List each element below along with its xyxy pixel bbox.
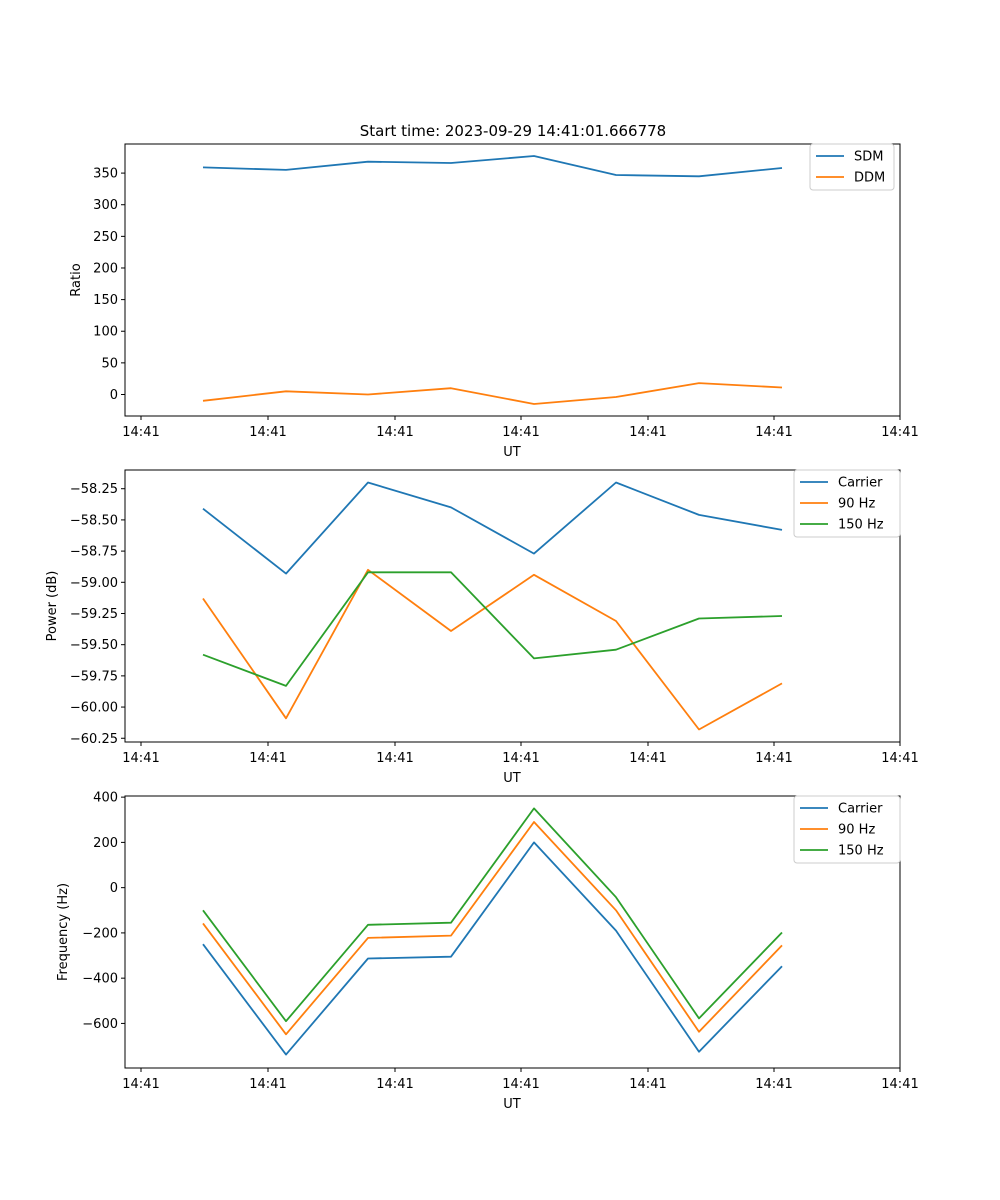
power-ytick-label: −58.75 (70, 545, 118, 560)
ratio-xtick-label: 14:41 (629, 425, 666, 440)
frequency-legend: Carrier 90 Hz 150 Hz (793, 795, 901, 864)
ratio-xtick-label: 14:41 (755, 425, 792, 440)
power-ylabel: Power (dB) (45, 571, 60, 642)
frequency-xtick-label: 14:41 (122, 1077, 159, 1092)
power-ytick-label: −58.25 (70, 482, 118, 497)
power-ytick-label: −59.25 (70, 607, 118, 622)
frequency-xtick-label: 14:41 (502, 1077, 539, 1092)
power-legend-box (793, 469, 901, 538)
frequency-series-layer (202, 807, 783, 1056)
power-y-ticks: −60.25 −60.00 −59.75 −59.50 −59.25 −59.00 −58.… (70, 482, 125, 747)
power-xtick-label: 14:41 (249, 751, 286, 766)
frequency-xtick-label: 14:41 (881, 1077, 918, 1092)
frequency-series-150-hz (202, 807, 783, 1023)
power-plot-frame (124, 469, 901, 743)
power-ytick-label: −59.75 (70, 669, 118, 684)
frequency-plot-frame (124, 795, 901, 1069)
power-xtick-label: 14:41 (376, 751, 413, 766)
frequency-ytick-label: −400 (82, 972, 118, 987)
power-legend-label: 150 Hz (838, 518, 884, 533)
power-series-150-hz (202, 571, 783, 687)
ratio-xtick-label: 14:41 (376, 425, 413, 440)
frequency-legend-label: 90 Hz (838, 823, 875, 838)
frequency-series-carrier (202, 841, 783, 1056)
ratio-ytick-label: 200 (93, 261, 118, 276)
power-series-90-hz (202, 568, 783, 731)
ratio-legend-label: DDM (854, 171, 885, 186)
ratio-x-ticks: 14:41 14:41 14:41 14:41 14:41 14:41 14:41 (122, 416, 919, 440)
ratio-y-ticks: 0 50 100 150 200 250 300 350 (93, 167, 125, 403)
power-xlabel: UT (503, 771, 521, 786)
power-legend: Carrier 90 Hz 150 Hz (793, 469, 901, 538)
ratio-ytick-label: 350 (93, 167, 118, 182)
ratio-plot-frame (124, 143, 901, 417)
power-series-layer (202, 481, 783, 731)
frequency-ytick-label: 0 (110, 881, 118, 896)
frequency-ytick-label: 200 (93, 836, 118, 851)
frequency-ytick-label: −600 (82, 1017, 118, 1032)
frequency-ylabel: Frequency (Hz) (56, 883, 71, 981)
ratio-ytick-label: 0 (110, 388, 118, 403)
frequency-ytick-label: 400 (93, 791, 118, 806)
power-panel: −60.25 −60.00 −59.75 −59.50 −59.25 −59.00 −58.… (45, 469, 919, 786)
ratio-ytick-label: 50 (101, 356, 118, 371)
power-xtick-label: 14:41 (755, 751, 792, 766)
frequency-legend-label: 150 Hz (838, 844, 884, 859)
power-xtick-label: 14:41 (122, 751, 159, 766)
ratio-ytick-label: 250 (93, 230, 118, 245)
power-legend-label: Carrier (838, 476, 883, 491)
ratio-series-sdm (202, 155, 783, 178)
ratio-series-ddm (202, 382, 783, 405)
figure-title: Start time: 2023-09-29 14:41:01.666778 (360, 122, 666, 140)
ratio-ytick-label: 100 (93, 325, 118, 340)
power-ytick-label: −58.50 (70, 513, 118, 528)
ratio-xtick-label: 14:41 (881, 425, 918, 440)
ratio-xtick-label: 14:41 (249, 425, 286, 440)
power-ytick-label: −59.50 (70, 638, 118, 653)
ratio-ylabel: Ratio (69, 263, 84, 296)
frequency-xtick-label: 14:41 (629, 1077, 666, 1092)
ratio-ytick-label: 150 (93, 293, 118, 308)
power-xtick-label: 14:41 (881, 751, 918, 766)
frequency-xtick-label: 14:41 (376, 1077, 413, 1092)
frequency-x-ticks: 14:41 14:41 14:41 14:41 14:41 14:41 14:41 (122, 1068, 919, 1092)
frequency-series-90-hz (202, 821, 783, 1036)
ratio-legend: SDM DDM (809, 143, 895, 191)
frequency-xlabel: UT (503, 1097, 521, 1112)
ratio-xtick-label: 14:41 (502, 425, 539, 440)
ratio-panel: Start time: 2023-09-29 14:41:01.666778 0… (69, 122, 919, 460)
frequency-ytick-label: −200 (82, 926, 118, 941)
ratio-xtick-label: 14:41 (122, 425, 159, 440)
frequency-y-ticks: −600 −400 −200 0 200 400 (82, 791, 125, 1032)
frequency-xtick-label: 14:41 (755, 1077, 792, 1092)
power-ytick-label: −59.00 (70, 576, 118, 591)
ratio-series-layer (202, 155, 783, 405)
power-xtick-label: 14:41 (502, 751, 539, 766)
power-series-carrier (202, 481, 783, 575)
power-ytick-label: −60.25 (70, 732, 118, 747)
ratio-ytick-label: 300 (93, 198, 118, 213)
frequency-legend-label: Carrier (838, 802, 883, 817)
frequency-xtick-label: 14:41 (249, 1077, 286, 1092)
ratio-xlabel: UT (503, 445, 521, 460)
ratio-legend-label: SDM (854, 150, 883, 165)
power-legend-label: 90 Hz (838, 497, 875, 512)
frequency-legend-box (793, 795, 901, 864)
power-x-ticks: 14:41 14:41 14:41 14:41 14:41 14:41 14:41 (122, 742, 919, 766)
power-ytick-label: −60.00 (70, 701, 118, 716)
power-xtick-label: 14:41 (629, 751, 666, 766)
